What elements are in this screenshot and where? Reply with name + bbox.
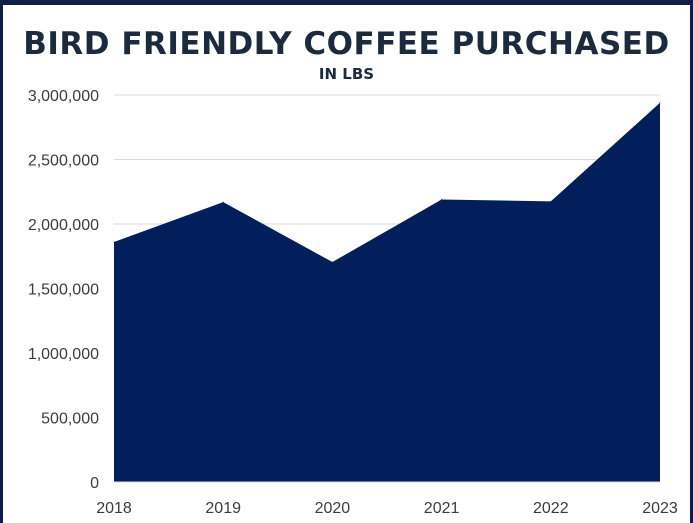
chart-title: BIRD FRIENDLY COFFEE PURCHASED <box>23 26 670 62</box>
area-series <box>113 102 661 483</box>
y-axis: 0 500,000 1,000,000 1,500,000 2,000,000 2,500… <box>28 88 99 492</box>
y-tick-label: 2,000,000 <box>28 217 99 234</box>
data-point <box>550 200 552 202</box>
y-tick-label: 1,000,000 <box>28 346 99 363</box>
data-point <box>113 241 115 243</box>
x-axis: 2018 2019 2020 2021 2022 2023 <box>96 481 678 517</box>
x-tick-label: 2018 <box>96 500 132 517</box>
data-point <box>659 102 661 104</box>
x-tick-label: 2021 <box>424 500 460 517</box>
x-tick-label: 2022 <box>533 500 569 517</box>
x-tick-label: 2020 <box>315 500 351 517</box>
y-tick-label: 0 <box>90 475 99 492</box>
data-point <box>222 201 224 203</box>
chart-subtitle: IN LBS <box>318 65 375 83</box>
y-tick-label: 2,500,000 <box>28 153 99 170</box>
area-fill <box>114 102 660 483</box>
data-point <box>441 198 443 200</box>
data-point <box>331 261 333 263</box>
y-tick-label: 3,000,000 <box>28 88 99 105</box>
y-tick-label: 500,000 <box>41 411 99 428</box>
x-tick-label: 2023 <box>642 500 678 517</box>
y-tick-label: 1,500,000 <box>28 282 99 299</box>
x-tick-label: 2019 <box>205 500 241 517</box>
